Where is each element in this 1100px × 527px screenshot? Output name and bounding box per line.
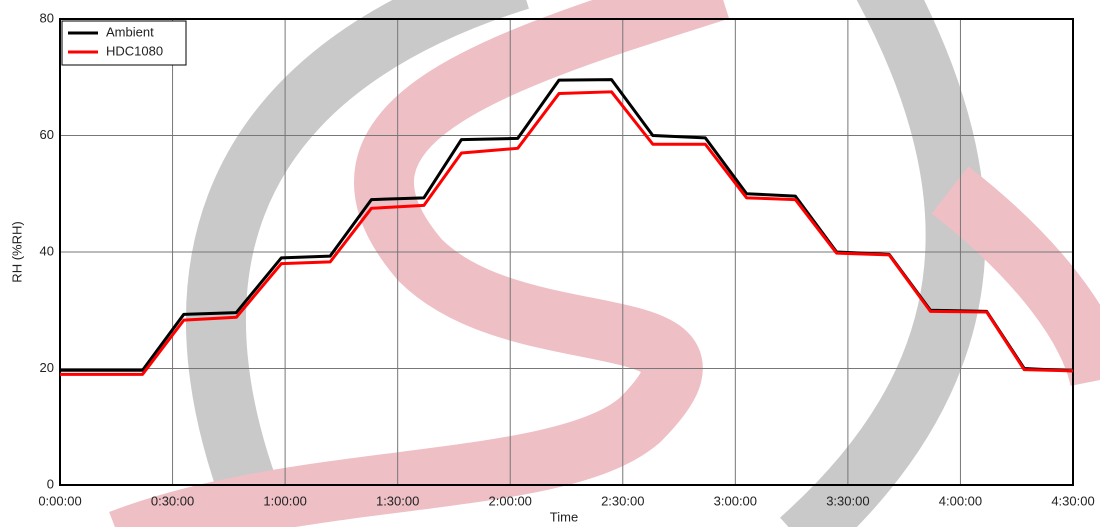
x-tick-label: 0:00:00 xyxy=(38,493,81,508)
x-tick-label: 0:30:00 xyxy=(151,493,194,508)
y-tick-label: 0 xyxy=(47,476,54,491)
plot-border xyxy=(59,18,1074,486)
y-tick-label: 60 xyxy=(40,127,54,142)
legend-label: Ambient xyxy=(106,24,154,39)
x-tick-label: 2:00:00 xyxy=(489,493,532,508)
legend-label: HDC1080 xyxy=(106,43,163,58)
x-tick-label: 1:00:00 xyxy=(263,493,306,508)
y-tick-label: 40 xyxy=(40,243,54,258)
x-tick-label: 3:30:00 xyxy=(826,493,869,508)
x-tick-label: 4:00:00 xyxy=(939,493,982,508)
watermark xyxy=(109,0,1100,527)
legend-box xyxy=(61,20,187,66)
x-tick-label: 4:30:00 xyxy=(1051,493,1094,508)
series-line xyxy=(60,90,1074,376)
x-tick-label: 3:00:00 xyxy=(714,493,757,508)
y-tick-label: 20 xyxy=(40,360,54,375)
x-tick-label: 2:30:00 xyxy=(601,493,644,508)
y-tick-label: 80 xyxy=(40,10,54,25)
x-tick-label: 1:30:00 xyxy=(376,493,419,508)
y-axis-label: RH (%RH) xyxy=(9,221,24,282)
x-axis-label: Time xyxy=(550,509,578,524)
